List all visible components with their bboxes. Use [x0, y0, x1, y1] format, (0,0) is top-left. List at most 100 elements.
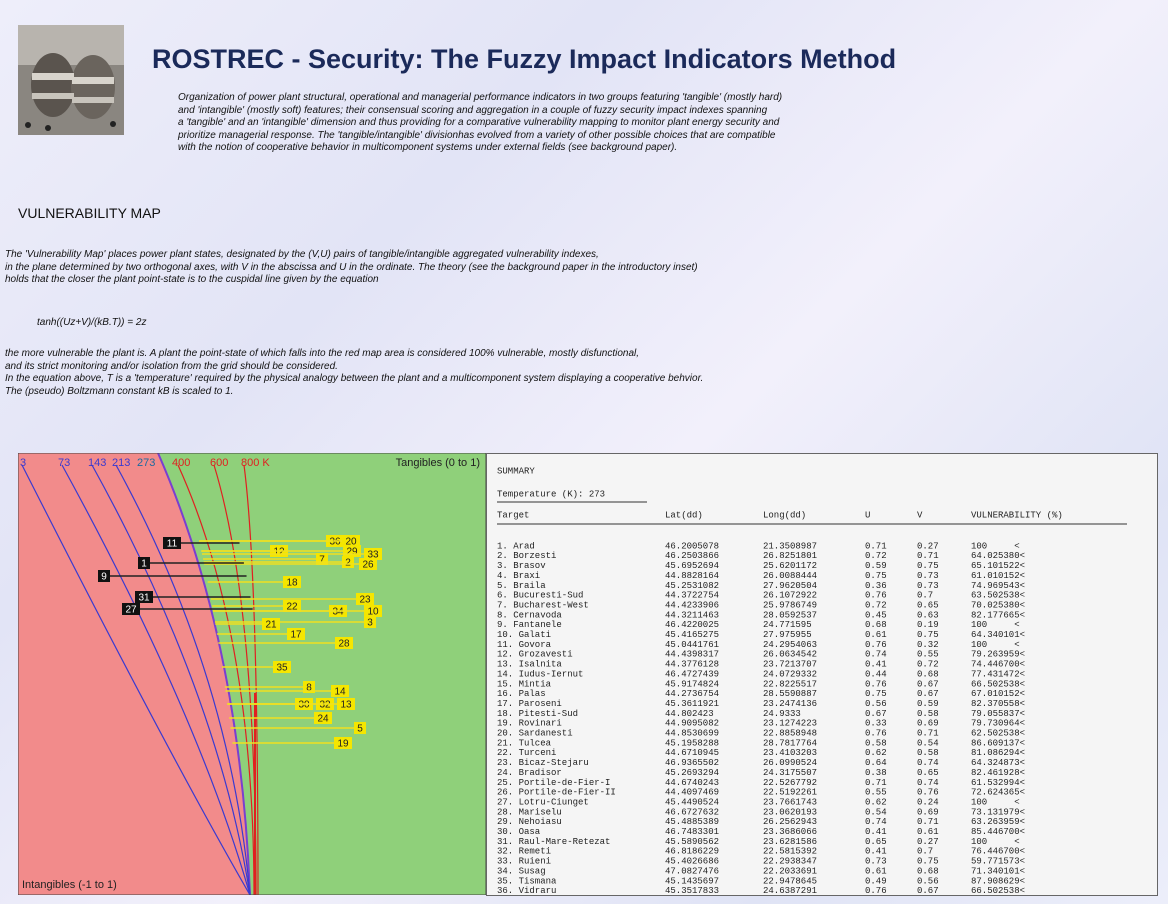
- table-cell: 72.624365<: [971, 788, 1025, 798]
- table-cell: 65.101522<: [971, 561, 1025, 571]
- table-cell: 27.975955: [763, 630, 812, 640]
- table-cell: 24.2954063: [763, 640, 817, 650]
- table-cell: 0.27: [917, 837, 939, 847]
- table-cell: 46.4727439: [665, 669, 719, 679]
- point-label: 23: [359, 595, 371, 606]
- table-cell: 44.3776128: [665, 660, 719, 670]
- outro-line: the more vulnerable the plant is. A plan…: [5, 348, 640, 359]
- table-cell: 8. Cernavoda: [497, 610, 562, 620]
- equation: tanh((Uz+V)/(kB.T)) = 2z: [37, 317, 147, 328]
- table-cell: 0.65: [917, 768, 939, 778]
- table-cell: 0.68: [917, 669, 939, 679]
- table-cell: 0.76: [865, 886, 887, 896]
- point-label: 11: [167, 539, 178, 550]
- table-cell: 0.71: [865, 541, 887, 551]
- table-cell: 23.2474136: [763, 699, 817, 709]
- temperature-line: Temperature (K): 273: [497, 489, 605, 499]
- table-cell: 63.263959<: [971, 817, 1025, 827]
- table-cell: 12. Grozavesti: [497, 650, 573, 660]
- table-cell: 46.9365502: [665, 758, 719, 768]
- outro-line: The (pseudo) Boltzmann constant kB is sc…: [5, 385, 234, 397]
- table-cell: 0.64: [865, 758, 887, 768]
- point-box: [303, 681, 315, 693]
- point-label: 2: [345, 558, 351, 569]
- table-cell: 7. Bucharest-West: [497, 600, 589, 610]
- temperature-label: 143: [88, 457, 106, 469]
- table-cell: 23. Bicaz-Stejaru: [497, 758, 589, 768]
- point-label: 18: [286, 578, 298, 589]
- point-label: 24: [317, 714, 329, 725]
- table-cell: 44.3211463: [665, 610, 719, 620]
- table-cell: 0.75: [917, 857, 939, 867]
- temperature-label: 3: [20, 457, 26, 469]
- table-cell: 45.2531082: [665, 581, 719, 591]
- x-axis-label: Tangibles (0 to 1): [396, 457, 480, 469]
- table-cell: 23.7213707: [763, 660, 817, 670]
- table-cell: 45.4490524: [665, 797, 719, 807]
- point-box: [364, 605, 382, 617]
- table-cell: 0.7: [917, 847, 933, 857]
- table-cell: 45.3517833: [665, 886, 719, 896]
- table-cell: 36. Vidraru: [497, 886, 556, 896]
- table-cell: 24.6387291: [763, 886, 817, 896]
- table-cell: 79.055837<: [971, 709, 1025, 719]
- table-cell: 85.446700<: [971, 827, 1025, 837]
- table-cell: 9. Fantanele: [497, 620, 562, 630]
- point-label: 9: [101, 572, 107, 583]
- point-label: 14: [334, 687, 346, 698]
- table-cell: 44.4398317: [665, 650, 719, 660]
- table-cell: 26.2562943: [763, 817, 817, 827]
- point-box: [135, 591, 153, 603]
- table-cell: 0.62: [865, 797, 887, 807]
- table-cell: 24. Bradisor: [497, 768, 562, 778]
- table-cell: 62.502538<: [971, 729, 1025, 739]
- table-cell: 0.74: [865, 817, 887, 827]
- table-cell: 0.55: [865, 788, 887, 798]
- table-cell: 14. Iudus-Iernut: [497, 669, 583, 679]
- table-cell: 23.1274223: [763, 719, 817, 729]
- table-cell: 100 <: [971, 640, 1020, 650]
- table-cell: 66.502538<: [971, 886, 1025, 896]
- point-box: [342, 556, 354, 568]
- table-cell: 86.609137<: [971, 738, 1025, 748]
- table-cell: 16. Palas: [497, 689, 546, 699]
- table-cell: 5. Braila: [497, 581, 546, 591]
- table-cell: 100 <: [971, 620, 1020, 630]
- table-cell: 74.446700<: [971, 660, 1025, 670]
- table-cell: 79.730964<: [971, 719, 1025, 729]
- table-cell: 82.177665<: [971, 610, 1025, 620]
- table-cell: 1. Arad: [497, 541, 535, 551]
- table-cell: 15. Mintia: [497, 679, 552, 689]
- point-box: [359, 558, 377, 570]
- table-cell: 0.73: [865, 857, 887, 867]
- table-cell: 45.4165275: [665, 630, 719, 640]
- table-cell: 0.67: [917, 886, 939, 896]
- point-label: 8: [306, 683, 312, 694]
- point-label: 26: [362, 560, 374, 571]
- point-box: [364, 616, 376, 628]
- column-header: Lat(dd): [665, 510, 703, 520]
- table-cell: 18. Pitesti-Sud: [497, 709, 578, 719]
- table-cell: 44.8828164: [665, 571, 719, 581]
- table-cell: 26.0634542: [763, 650, 817, 660]
- table-cell: 79.263959<: [971, 650, 1025, 660]
- table-cell: 45.0441761: [665, 640, 719, 650]
- table-cell: 44.4233906: [665, 600, 719, 610]
- table-cell: 0.61: [917, 827, 939, 837]
- intro-line: in the plane determined by two orthogona…: [5, 261, 698, 273]
- temperature-label: 213: [112, 457, 130, 469]
- table-cell: 71.340101<: [971, 866, 1025, 876]
- point-box: [342, 535, 360, 547]
- table-cell: 0.59: [865, 561, 887, 571]
- table-cell: 0.71: [917, 729, 939, 739]
- table-cell: 26.1072922: [763, 591, 817, 601]
- intro-text: The 'Vulnerability Map' places power pla…: [5, 249, 698, 287]
- table-cell: 25.6201172: [763, 561, 817, 571]
- point-box: [334, 737, 352, 749]
- outro-text: the more vulnerable the plant is. A plan…: [5, 348, 703, 398]
- table-cell: 0.65: [917, 600, 939, 610]
- table-cell: 25.9786749: [763, 600, 817, 610]
- point-label: 13: [340, 700, 352, 711]
- table-cell: 26.0990524: [763, 758, 817, 768]
